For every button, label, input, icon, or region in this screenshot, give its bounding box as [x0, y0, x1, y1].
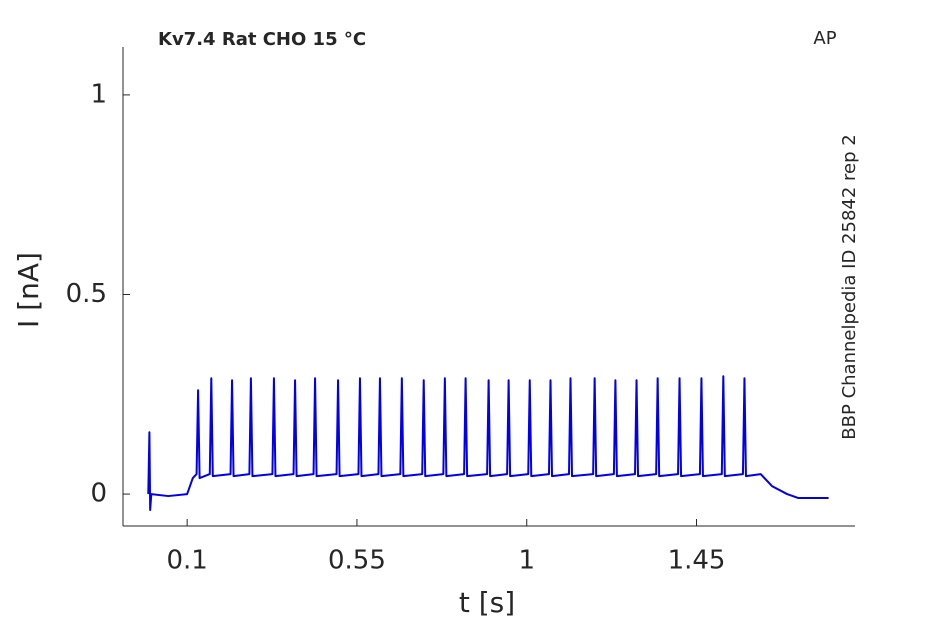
y-tick-label: 0 — [90, 479, 107, 509]
x-axis-label: t [s] — [459, 586, 515, 619]
trace — [147, 375, 829, 512]
x-tick-label: 1 — [518, 546, 535, 576]
chart-title: Kv7.4 Rat CHO 15 °C — [158, 29, 366, 50]
x-tick-label: 0.1 — [166, 546, 207, 576]
y-tick-label: 1 — [90, 79, 107, 109]
y-tick-label: 0.5 — [66, 279, 107, 309]
annotation: AP — [813, 28, 836, 49]
x-tick-label: 1.45 — [668, 546, 726, 576]
annotation: BBP Channelpedia ID 25842 rep 2 — [839, 134, 860, 439]
x-tick-label: 0.55 — [328, 546, 386, 576]
y-axis-label: I [nA] — [12, 252, 45, 328]
